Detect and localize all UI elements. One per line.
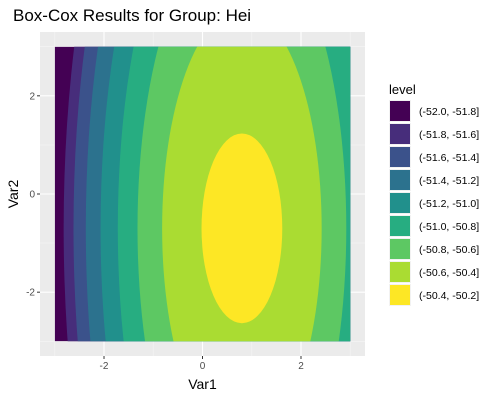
y-tick-label: 0: [29, 190, 35, 201]
chart-title: Box-Cox Results for Group: Hei: [13, 6, 251, 25]
legend-title: level: [389, 82, 416, 97]
legend-swatch: [390, 124, 410, 144]
legend-entry-label: (-51.2, -51.0]: [419, 198, 479, 210]
x-tick-label: 0: [200, 361, 206, 372]
legend-swatch: [390, 193, 410, 213]
contour-level-9: [201, 133, 283, 324]
contour-fills: [54, 46, 351, 342]
x-axis-title: Var1: [188, 376, 217, 392]
legend-entry-label: (-52.0, -51.8]: [419, 106, 479, 118]
contour-field: [54, 46, 351, 342]
legend-entry-label: (-51.8, -51.6]: [419, 129, 479, 141]
legend-swatch: [390, 239, 410, 259]
legend-entry-label: (-50.4, -50.2]: [419, 290, 479, 302]
legend-swatch: [390, 285, 410, 305]
legend: level (-52.0, -51.8] (-51.8, -51.6] (-51.6…: [389, 82, 479, 306]
legend-entry-label: (-51.0, -50.8]: [419, 221, 479, 233]
legend-entry-label: (-50.6, -50.4]: [419, 267, 479, 279]
y-axis-title: Var2: [5, 180, 21, 209]
axis-ticks: -2 0 2 -2 0 2: [26, 91, 304, 372]
legend-swatch: [390, 216, 410, 236]
legend-swatch: [390, 262, 410, 282]
legend-entry-label: (-51.6, -51.4]: [419, 152, 479, 164]
legend-swatch: [390, 101, 410, 121]
legend-swatch: [390, 170, 410, 190]
legend-entry-label: (-51.4, -51.2]: [419, 175, 479, 187]
y-tick-label: 2: [29, 91, 35, 102]
legend-swatch: [390, 147, 410, 167]
x-tick-label: -2: [100, 361, 109, 372]
x-tick-label: 2: [298, 361, 304, 372]
y-tick-label: -2: [26, 288, 35, 299]
legend-entry-label: (-50.8, -50.6]: [419, 244, 479, 256]
